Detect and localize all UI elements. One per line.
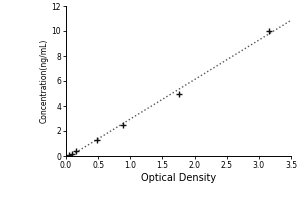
Y-axis label: Concentration(ng/mL): Concentration(ng/mL) [40,39,49,123]
X-axis label: Optical Density: Optical Density [141,173,216,183]
